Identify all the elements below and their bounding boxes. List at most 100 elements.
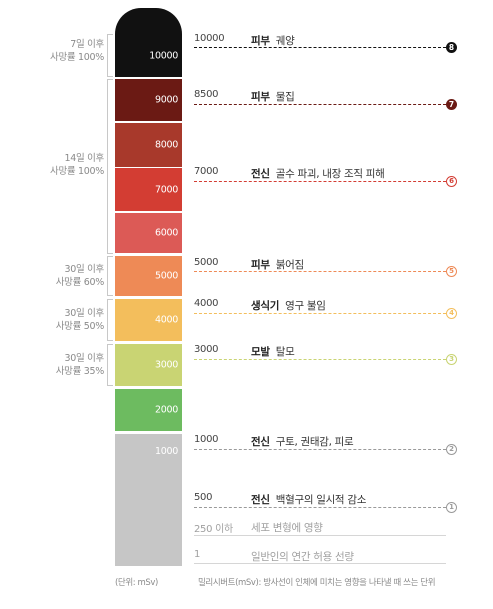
dashed-guide-line [194,563,446,564]
effect-body-part: 생식기 [251,300,280,312]
dose-value: 3000 [194,344,219,355]
dashed-guide-line [194,535,446,536]
step-badge: 3 [446,354,457,365]
dose-value: 10000 [194,33,225,44]
dashed-guide-line [194,271,446,272]
dashed-guide-line [194,449,446,450]
dashed-guide-line [194,104,446,105]
group-label-line2: 사망률 50% [55,321,105,332]
dashed-guide-line [194,359,446,360]
segment-value: 6000 [155,227,178,239]
effect-text: 세포 변형에 영향 [251,522,323,534]
effect-body-part: 전신 [251,168,270,180]
group-label-line1: 30일 이후 [64,353,104,364]
group-bracket [107,34,113,77]
effect-body-part: 피부 [251,259,270,271]
group-label-line1: 30일 이후 [64,308,104,319]
group-label-line1: 30일 이후 [64,264,104,275]
segment-value: 9000 [155,94,178,106]
dose-value: 4000 [194,298,219,309]
effect-text: 탈모 [275,346,295,358]
column-dome-cap [115,8,182,34]
effect-text: 궤양 [275,35,295,47]
group-label-line1: 14일 이후 [64,153,104,164]
column-segment: 4000 [115,299,182,341]
dose-value: 8500 [194,89,219,100]
column-segment: 8000 [115,123,182,167]
group-bracket [107,344,113,386]
effect-description: 전신 골수 파괴, 내장 조직 피해 [251,166,385,181]
effect-description: 피부 물집 [251,89,295,104]
dashed-guide-line [194,47,446,48]
dose-value: 250 이하 [194,524,233,535]
segment-value: 4000 [155,314,178,326]
column-segment: 7000 [115,168,182,211]
effect-text: 백혈구의 일시적 감소 [275,494,367,506]
effect-body-part: 모발 [251,346,270,358]
column-segment: 1000 [115,434,182,566]
dashed-guide-line [194,507,446,508]
group-label-line1: 7일 이후 [70,39,104,50]
column-segment: 10000 [115,34,182,77]
effect-body-part: 전신 [251,436,270,448]
column-segment: 5000 [115,256,182,296]
column-segment: 3000 [115,344,182,386]
step-badge: 1 [446,502,457,513]
effect-body-part: 피부 [251,35,270,47]
segment-value: 1000 [155,446,178,457]
effect-description: 피부 붉어짐 [251,257,304,272]
effect-description: 전신 구토, 권태감, 피로 [251,434,354,449]
segment-value: 8000 [155,139,178,151]
group-bracket [107,299,113,341]
step-badge: 4 [446,308,457,319]
column-segment: 9000 [115,79,182,121]
step-badge: 2 [446,444,457,455]
segment-value: 10000 [149,50,178,61]
unit-note: (단위: mSv) [115,578,158,588]
effect-text: 일반인의 연간 허용 선량 [251,551,354,563]
segment-value: 5000 [155,270,178,282]
step-badge: 6 [446,176,457,187]
group-label-line2: 사망률 60% [55,277,105,288]
effect-text: 영구 불임 [285,300,326,312]
dose-value: 500 [194,492,213,503]
group-bracket [107,256,113,296]
effect-text: 골수 파괴, 내장 조직 피해 [275,168,385,180]
dose-value: 1000 [194,434,219,445]
effect-description: 일반인의 연간 허용 선량 [251,549,354,564]
column-segment: 6000 [115,213,182,253]
effect-text: 구토, 권태감, 피로 [275,436,354,448]
dose-value: 5000 [194,257,219,268]
dose-value: 1 [194,549,201,560]
dashed-guide-line [194,313,446,314]
dose-value: 7000 [194,166,219,177]
effect-description: 전신 백혈구의 일시적 감소 [251,492,366,507]
segment-value: 3000 [155,359,178,371]
group-label-line2: 사망률 35% [55,366,105,377]
effect-body-part: 피부 [251,91,270,103]
dashed-guide-line [194,181,446,182]
effect-text: 물집 [275,91,295,103]
group-label-line2: 사망률 100% [50,166,104,177]
step-badge: 8 [446,42,457,53]
group-bracket [107,79,113,254]
effect-body-part: 전신 [251,494,270,506]
effect-description: 모발 탈모 [251,344,295,359]
group-label-line2: 사망률 100% [50,52,104,63]
step-badge: 7 [446,99,457,110]
effect-description: 생식기 영구 불임 [251,298,326,313]
segment-value: 2000 [155,404,178,416]
step-badge: 5 [446,266,457,277]
effect-text: 붉어짐 [275,259,304,271]
column-segment: 2000 [115,389,182,431]
effect-description: 피부 궤양 [251,33,295,48]
footnote: 밀리시버트(mSv): 방사선이 인체에 미치는 영향을 나타낼 때 쓰는 단위 [198,578,436,588]
segment-value: 7000 [155,184,178,195]
effect-description: 세포 변형에 영향 [251,520,323,535]
